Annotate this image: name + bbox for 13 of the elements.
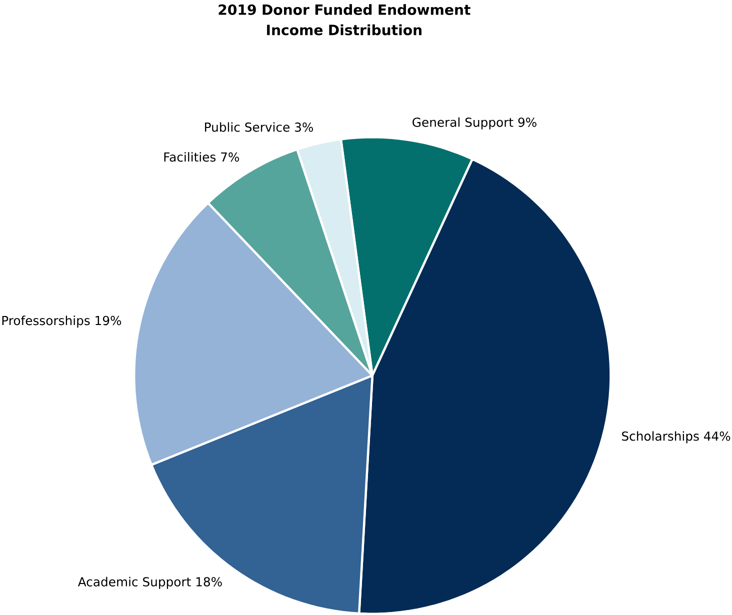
data-label: 3%	[294, 122, 313, 132]
slice-label: General Support	[412, 117, 514, 130]
slice-label: Academic Support	[78, 576, 191, 589]
slice-label: Facilities	[164, 152, 216, 162]
data-label: 9%	[518, 118, 536, 127]
slice-label: Scholarships	[622, 431, 699, 444]
chart-title: 2019 Donor Funded Endowment Income Distribution	[218, 4, 470, 36]
slice-label: Professorships	[2, 316, 90, 328]
data-label: 18%	[196, 577, 222, 586]
data-label: 7%	[221, 152, 240, 162]
data-label: 19%	[96, 316, 122, 326]
slice-label: Public Service	[205, 122, 290, 132]
data-label: 44%	[704, 431, 730, 441]
